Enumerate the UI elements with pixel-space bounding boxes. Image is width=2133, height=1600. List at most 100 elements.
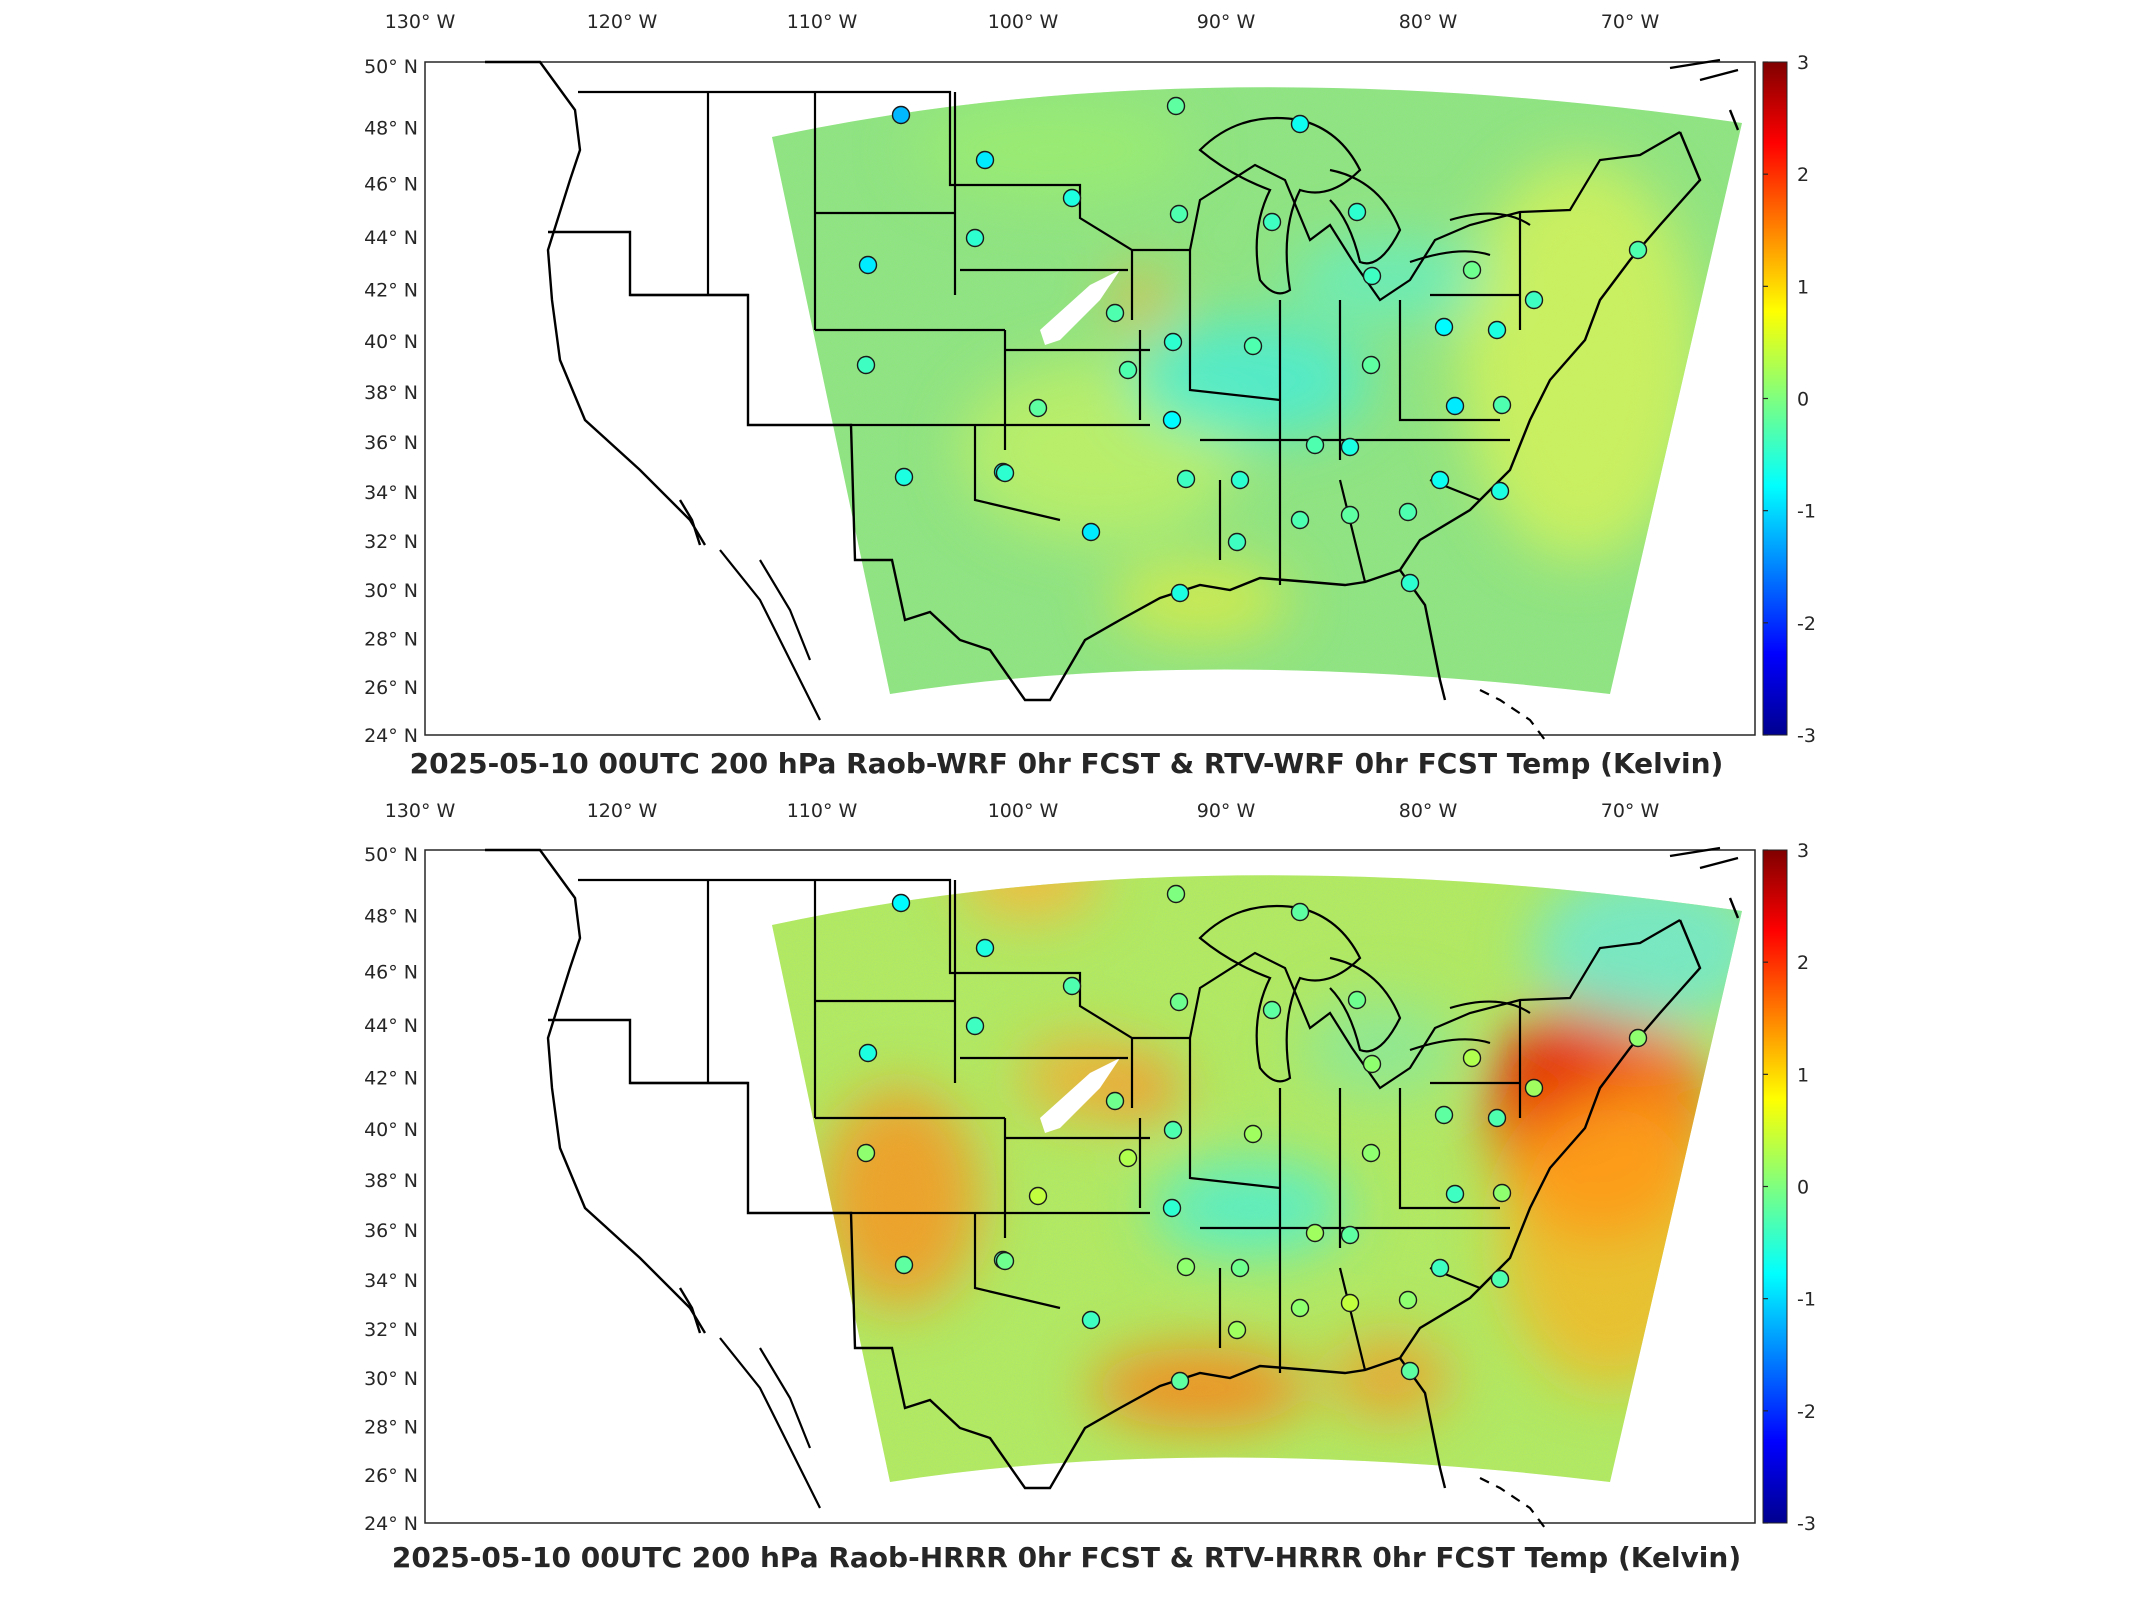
station-marker <box>1347 990 1367 1010</box>
station-marker <box>1445 1184 1465 1204</box>
lon-tick-label: 70° W <box>1601 11 1660 33</box>
lon-tick-label: 80° W <box>1399 11 1458 33</box>
lat-tick-label: 38° N <box>364 382 418 404</box>
lon-tick-label: 80° W <box>1399 800 1458 822</box>
lat-tick-label: 44° N <box>364 1015 418 1037</box>
lat-tick-label: 36° N <box>364 1220 418 1242</box>
station-marker <box>995 463 1015 483</box>
station-marker <box>1492 395 1512 415</box>
lon-tick-label: 70° W <box>1601 800 1660 822</box>
lat-tick-label: 30° N <box>364 1368 418 1390</box>
lon-tick-label: 100° W <box>988 800 1059 822</box>
lon-tick-label: 120° W <box>587 800 658 822</box>
station-marker <box>1170 583 1190 603</box>
lat-tick-label: 46° N <box>364 173 418 195</box>
station-marker <box>1487 320 1507 340</box>
station-marker <box>1166 96 1186 116</box>
lat-tick-label: 50° N <box>364 56 418 78</box>
lat-tick-label: 40° N <box>364 1119 418 1141</box>
station-marker <box>891 105 911 125</box>
lon-tick-label: 100° W <box>988 11 1059 33</box>
station-marker <box>1430 470 1450 490</box>
lat-tick-label: 26° N <box>364 677 418 699</box>
station-marker <box>1340 437 1360 457</box>
lat-tick-label: 30° N <box>364 580 418 602</box>
colorbar-tick-label: 2 <box>1797 952 1809 974</box>
station-marker <box>1445 396 1465 416</box>
colorbar-tick-label: 0 <box>1797 389 1809 411</box>
lat-ticks: 50° N 48° N 46° N 44° N 42° N 40° N 38° N 36° N… <box>364 56 418 747</box>
lat-tick-label: 46° N <box>364 961 418 983</box>
station-marker <box>975 938 995 958</box>
station-marker <box>1362 1054 1382 1074</box>
station-marker <box>1628 240 1648 260</box>
station-marker <box>965 1016 985 1036</box>
lat-tick-label: 32° N <box>364 531 418 553</box>
station-marker <box>894 1255 914 1275</box>
station-marker <box>1105 303 1125 323</box>
colorbar-tick-label: -2 <box>1797 613 1816 635</box>
station-marker <box>1290 510 1310 530</box>
colorbar-tick-label: -1 <box>1797 1289 1816 1311</box>
lon-tick-label: 110° W <box>787 11 858 33</box>
station-marker <box>1340 505 1360 525</box>
lat-tick-label: 28° N <box>364 629 418 651</box>
station-marker <box>975 150 995 170</box>
lat-tick-label: 36° N <box>364 432 418 454</box>
station-marker <box>856 355 876 375</box>
station-marker <box>1430 1258 1450 1278</box>
station-marker <box>1290 902 1310 922</box>
lat-tick-label: 48° N <box>364 906 418 928</box>
station-marker <box>1305 1223 1325 1243</box>
colorbar-tick-label: 3 <box>1797 52 1809 74</box>
station-marker <box>1628 1028 1648 1048</box>
station-marker <box>1462 1048 1482 1068</box>
station-marker <box>1262 1000 1282 1020</box>
panel-title: 2025-05-10 00UTC 200 hPa Raob-WRF 0hr FC… <box>409 747 1724 780</box>
lat-tick-label: 34° N <box>364 482 418 504</box>
station-marker <box>1081 522 1101 542</box>
station-marker <box>1118 1148 1138 1168</box>
lat-ticks: 50° N 48° N 46° N 44° N 42° N 40° N 38° N 36° N… <box>364 844 418 1535</box>
station-marker <box>1524 1078 1544 1098</box>
station-marker <box>1162 1198 1182 1218</box>
station-marker <box>1081 1310 1101 1330</box>
station-marker <box>1162 410 1182 430</box>
panel-hrrr: 130° W 120° W 110° W 100° W 90° W 80° W 70° W … <box>0 795 2133 1600</box>
station-marker <box>995 1251 1015 1271</box>
station-marker <box>858 1043 878 1063</box>
map-wrf: 130° W 120° W 110° W 100° W 90° W 80° W 70° W … <box>364 11 1816 747</box>
lon-tick-label: 110° W <box>787 800 858 822</box>
lon-tick-label: 90° W <box>1197 800 1256 822</box>
station-marker <box>1340 1293 1360 1313</box>
station-marker <box>1062 188 1082 208</box>
colorbar-ticks: 3 2 1 0 -1 -2 -3 <box>1763 52 1816 747</box>
station-marker <box>1166 884 1186 904</box>
colorbar-tick-label: -1 <box>1797 501 1816 523</box>
lat-tick-label: 28° N <box>364 1417 418 1439</box>
lat-tick-label: 44° N <box>364 227 418 249</box>
station-marker <box>1490 1269 1510 1289</box>
map-hrrr: 130° W 120° W 110° W 100° W 90° W 80° W 70° W … <box>364 800 1816 1535</box>
station-marker <box>1400 573 1420 593</box>
lat-tick-label: 38° N <box>364 1170 418 1192</box>
panel-title: 2025-05-10 00UTC 200 hPa Raob-HRRR 0hr F… <box>391 1541 1742 1574</box>
station-marker <box>1361 1143 1381 1163</box>
station-marker <box>1227 532 1247 552</box>
lat-tick-label: 26° N <box>364 1465 418 1487</box>
station-marker <box>1230 1258 1250 1278</box>
lon-tick-label: 90° W <box>1197 11 1256 33</box>
colorbar-ticks: 3 2 1 0 -1 -2 -3 <box>1763 840 1816 1535</box>
station-marker <box>1398 502 1418 522</box>
lon-ticks: 130° W 120° W 110° W 100° W 90° W 80° W 70° W <box>385 800 1660 822</box>
lon-tick-label: 120° W <box>587 11 658 33</box>
station-marker <box>894 467 914 487</box>
colorbar-tick-label: -3 <box>1797 725 1816 747</box>
station-marker <box>1105 1091 1125 1111</box>
panel-wrf: 130° W 120° W 110° W 100° W 90° W 80° W 70° W … <box>0 0 2133 795</box>
lat-tick-label: 50° N <box>364 844 418 866</box>
station-marker <box>1490 481 1510 501</box>
station-marker <box>1492 1183 1512 1203</box>
station-marker <box>1400 1361 1420 1381</box>
station-marker <box>1290 1298 1310 1318</box>
